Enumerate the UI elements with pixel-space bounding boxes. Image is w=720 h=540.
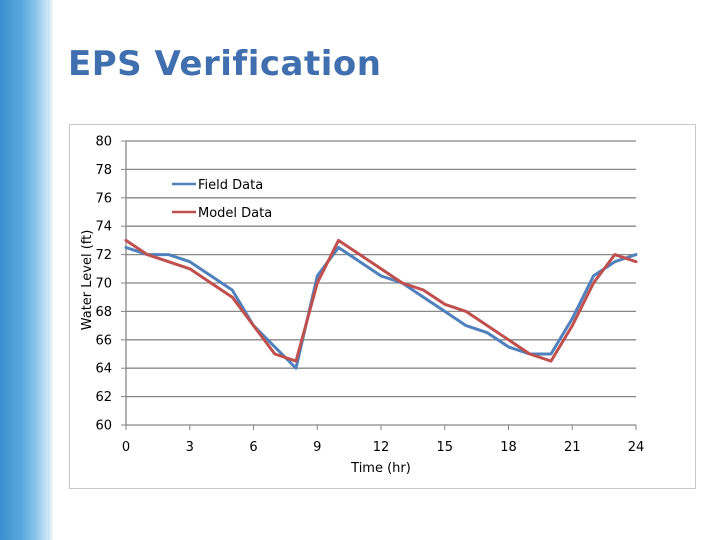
y-tick-label-66: 66 (95, 333, 112, 348)
side-accent-bar (0, 0, 54, 540)
y-axis-title: Water Level (ft) (80, 230, 95, 331)
chart-legend: Field Data Model Data (172, 178, 272, 221)
x-tick-label-24: 24 (628, 440, 645, 455)
series-line-field-data (124, 246, 638, 370)
y-tick-label-78: 78 (95, 163, 112, 178)
x-axis-title: Time (hr) (350, 461, 411, 476)
legend-label-field-data: Field Data (198, 178, 263, 193)
y-tick-label-62: 62 (95, 390, 112, 405)
y-tick-labels: 60 62 64 66 68 70 72 74 76 78 80 (95, 135, 112, 434)
y-tick-label-70: 70 (95, 277, 112, 292)
x-tick-label-12: 12 (373, 440, 390, 455)
x-tick-label-21: 21 (564, 440, 581, 455)
y-tick-label-74: 74 (95, 220, 112, 235)
axes (121, 140, 637, 430)
x-tick-label-3: 3 (186, 440, 194, 455)
y-tick-label-80: 80 (95, 135, 112, 150)
legend-label-model-data: Model Data (198, 206, 272, 221)
gridlines (126, 140, 636, 398)
series-lines (124, 238, 638, 370)
y-tick-label-76: 76 (95, 191, 112, 206)
slide-title: EPS Verification (68, 44, 382, 84)
y-tick-label-60: 60 (95, 419, 112, 434)
x-tick-labels: 0 3 6 9 12 15 18 21 24 (122, 440, 644, 455)
x-tick-label-15: 15 (436, 440, 453, 455)
x-tick-label-0: 0 (122, 440, 130, 455)
series-line-model-data (124, 238, 638, 363)
x-tick-label-9: 9 (313, 440, 321, 455)
y-tick-label-72: 72 (95, 248, 112, 263)
x-tick-label-6: 6 (249, 440, 257, 455)
x-tick-label-18: 18 (500, 440, 517, 455)
y-tick-label-64: 64 (95, 362, 112, 377)
y-tick-label-68: 68 (95, 305, 112, 320)
